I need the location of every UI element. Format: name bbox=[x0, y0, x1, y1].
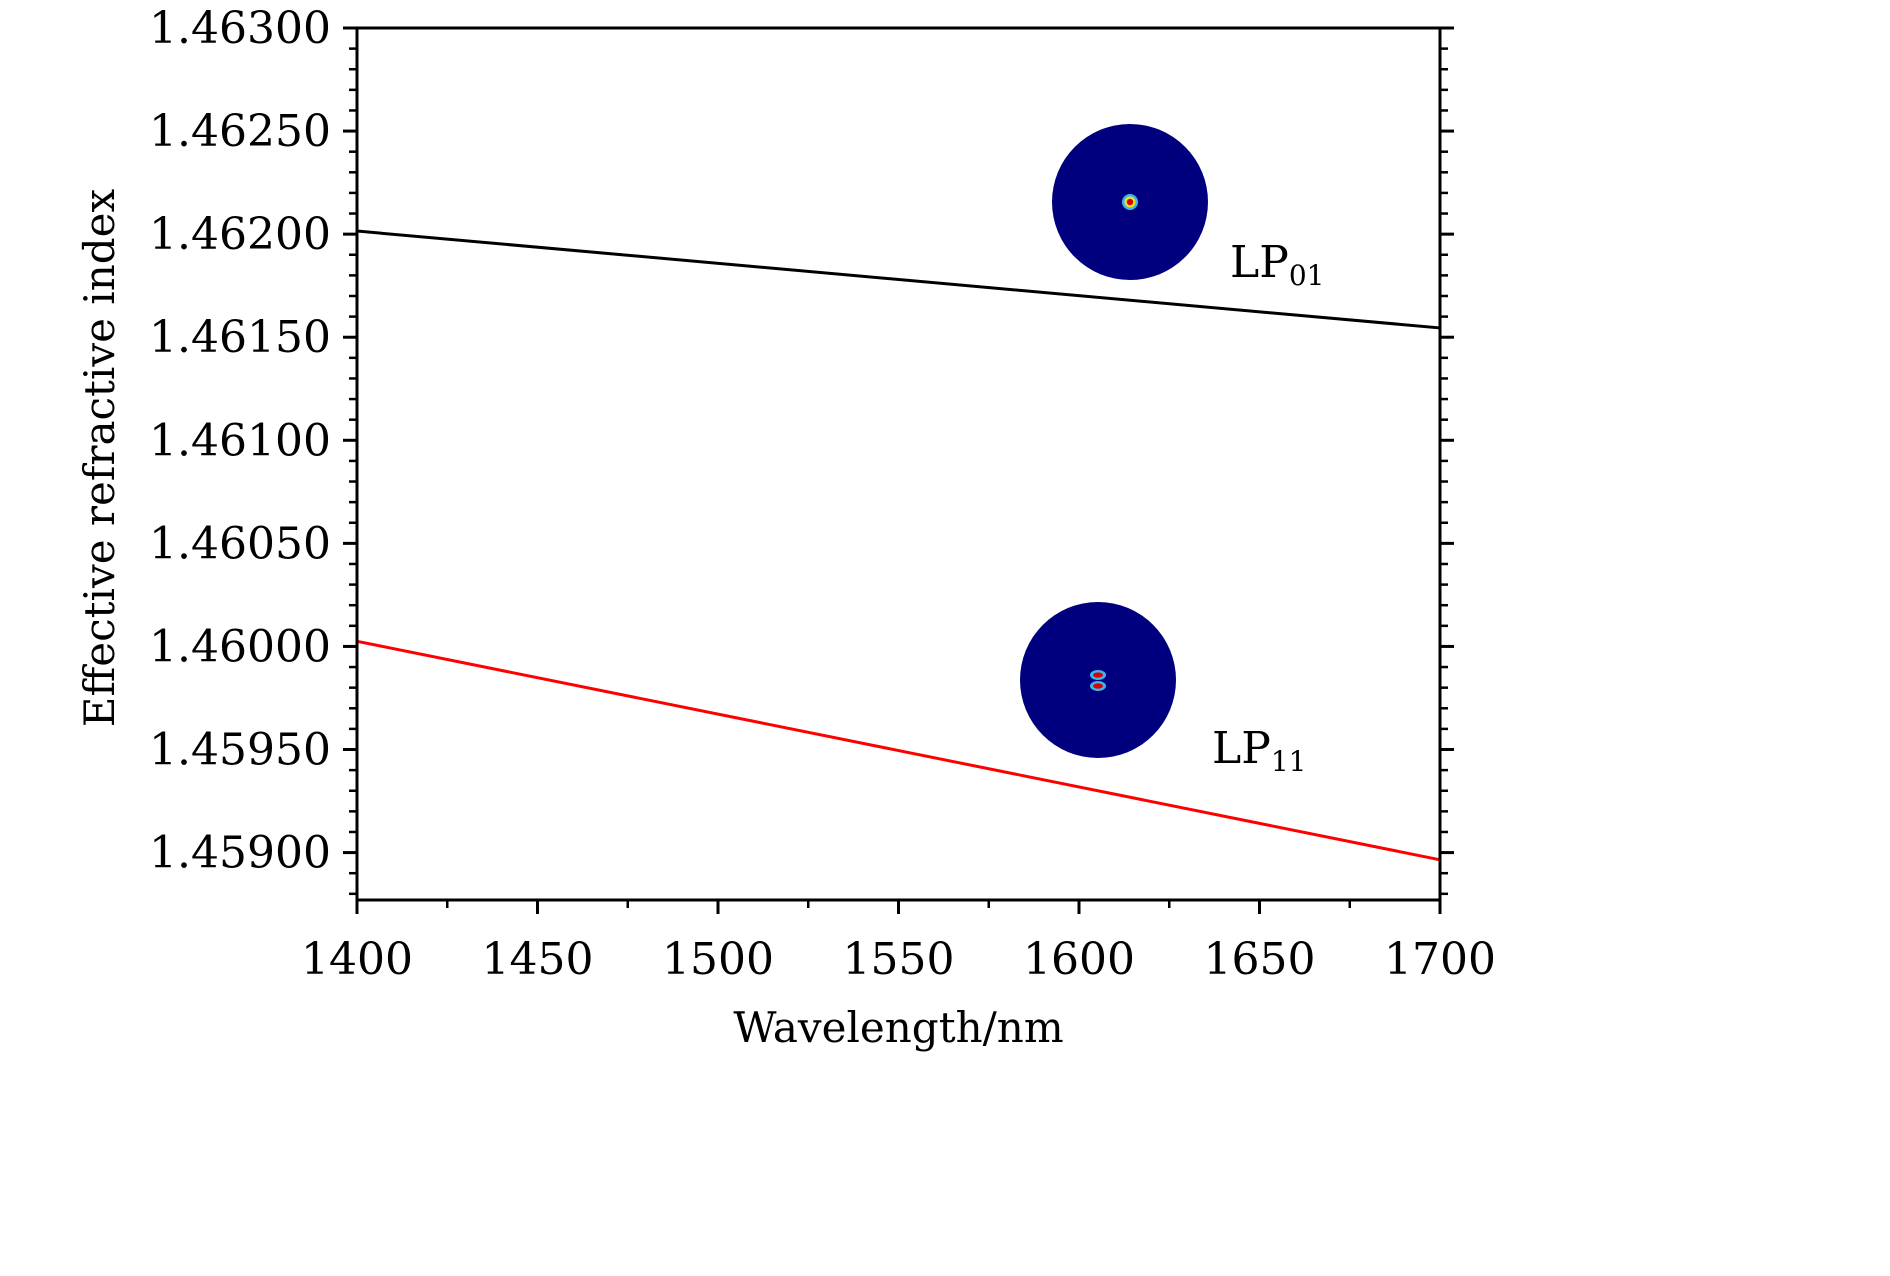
y-axis-title: Effective refractive index bbox=[75, 188, 124, 727]
series-lines bbox=[356, 229, 1441, 862]
y-tick-label: 1.46150 bbox=[149, 312, 331, 363]
major-ticks bbox=[343, 26, 1454, 914]
y-tick-label: 1.46000 bbox=[149, 621, 331, 672]
x-tick-label: 1650 bbox=[1204, 934, 1316, 985]
lp11-mode-inset bbox=[1020, 602, 1176, 758]
x-axis-title: Wavelength/nm bbox=[733, 1003, 1063, 1052]
y-tick-label: 1.46200 bbox=[149, 209, 331, 260]
x-tick-label: 1450 bbox=[482, 934, 594, 985]
chart: 1.45900 1.45950 1.46000 1.46050 1.46100 1.461… bbox=[75, 3, 1496, 1052]
lp01-label: LP01 bbox=[1230, 237, 1324, 292]
lp01-mode-core bbox=[1126, 198, 1134, 206]
y-tick-label: 1.46100 bbox=[149, 415, 331, 466]
y-tick-label: 1.46050 bbox=[149, 518, 331, 569]
x-tick-labels: 1400 1450 1500 1550 1600 1650 1700 bbox=[301, 934, 1496, 985]
x-tick-label: 1550 bbox=[843, 934, 955, 985]
lp11-mode-lobe-lower-core bbox=[1093, 683, 1103, 689]
y-tick-label: 1.46250 bbox=[149, 106, 331, 157]
series-line-lp11 bbox=[356, 639, 1441, 862]
series-line-lp01 bbox=[356, 229, 1441, 330]
plot-frame bbox=[355, 26, 1442, 902]
x-tick-label: 1600 bbox=[1023, 934, 1135, 985]
lp11-label: LP11 bbox=[1212, 723, 1306, 778]
x-tick-label: 1700 bbox=[1384, 934, 1496, 985]
y-tick-labels: 1.45900 1.45950 1.46000 1.46050 1.46100 1.461… bbox=[149, 3, 331, 879]
y-tick-label: 1.45900 bbox=[149, 828, 331, 879]
x-tick-label: 1500 bbox=[662, 934, 774, 985]
y-tick-label: 1.45950 bbox=[149, 725, 331, 776]
x-tick-label: 1400 bbox=[301, 934, 413, 985]
y-tick-label: 1.46300 bbox=[149, 3, 331, 54]
lp01-mode-inset bbox=[1052, 124, 1208, 280]
minor-ticks bbox=[349, 47, 1448, 908]
lp11-mode-lobe-upper-core bbox=[1093, 672, 1103, 678]
